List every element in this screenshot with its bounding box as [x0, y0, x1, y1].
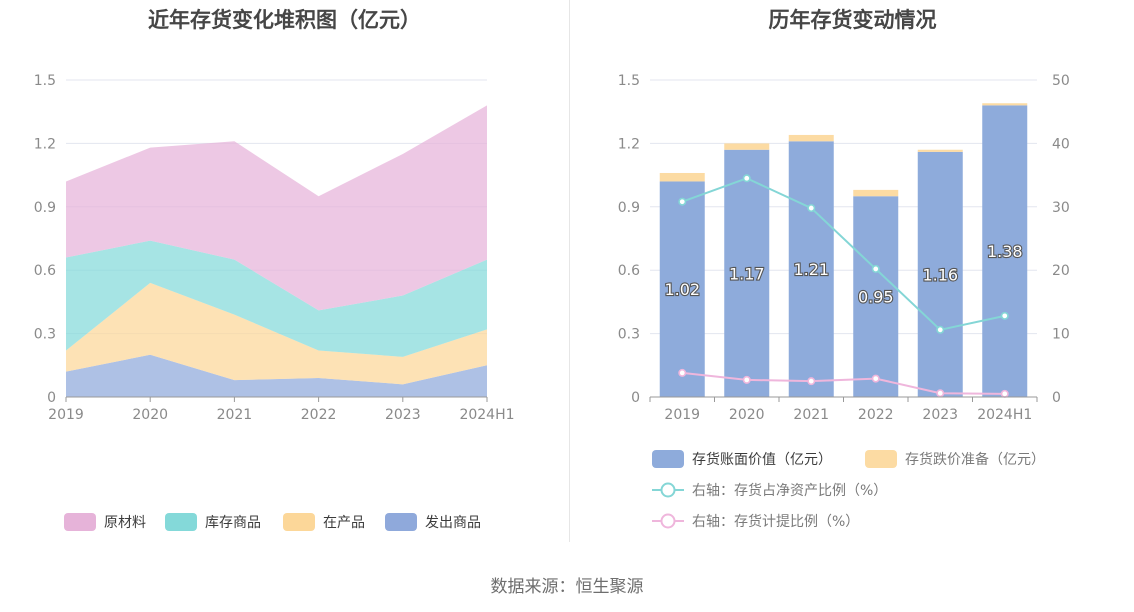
bar-provision	[659, 172, 705, 182]
bar-line-chart: 0 0.3 0.6 0.9 1.2 1.5 0 10 20 30 40 50 1.02 1.17 1.21 0…	[618, 73, 1070, 530]
legend-label: 发出商品	[425, 515, 481, 531]
bar-book-value	[853, 196, 899, 397]
legend-swatch	[385, 513, 417, 531]
legend-marker-icon	[660, 513, 676, 529]
right-chart-panel: 历年存货变动情况 0 0.3 0.6 0.9 1.2 1.5 0 10 20 30 40 50 1.02…	[571, 0, 1134, 560]
y-tick-label: 1.2	[34, 136, 56, 152]
line-point	[678, 197, 687, 206]
x-tick-label: 2021	[793, 407, 829, 423]
legend-marker-icon	[660, 482, 676, 498]
right-chart-title: 历年存货变动情况	[768, 8, 937, 32]
y2-tick-label: 0	[1052, 390, 1061, 406]
left-chart-title: 近年存货变化堆积图（亿元）	[148, 8, 421, 32]
bar-provision	[788, 134, 834, 142]
bar-provision	[853, 189, 899, 197]
bar-data-label: 1.16	[922, 265, 958, 284]
legend-label: 右轴：存货计提比例（%）	[692, 513, 859, 530]
y-tick-label: 1.5	[618, 73, 640, 89]
legend-label: 存货账面价值（亿元）	[692, 451, 832, 468]
bar-data-label: 1.17	[729, 264, 765, 283]
bar-book-value	[788, 141, 834, 397]
legend-label: 在产品	[323, 515, 365, 531]
x-tick-label: 2023	[385, 407, 421, 423]
stacked-area-chart: 0 0.3 0.6 0.9 1.2 1.5 2019 2020 2021 2022 2023 2024…	[34, 73, 515, 531]
line-series-0	[681, 177, 1005, 331]
x-tick-label: 2022	[858, 407, 894, 423]
legend-swatch	[652, 450, 684, 468]
bar-book-value	[659, 181, 705, 397]
y-tick-label: 0.9	[34, 200, 56, 216]
y-tick-label: 0	[631, 390, 640, 406]
legend-label: 原材料	[104, 515, 146, 531]
line-point	[742, 375, 751, 384]
line-point	[936, 389, 945, 398]
line-point	[871, 264, 880, 273]
bar-data-label: 1.21	[793, 260, 829, 279]
x-tick-label: 2024H1	[459, 407, 514, 423]
bar-provision	[724, 143, 770, 150]
panel-divider	[569, 0, 570, 542]
area-series-2	[66, 240, 487, 357]
left-chart-panel: 近年存货变化堆积图（亿元） 0 0.3 0.6 0.9 1.2 1.5 2019 2020 20…	[0, 0, 569, 560]
y-tick-label: 1.5	[34, 73, 56, 89]
y2-tick-label: 50	[1052, 73, 1070, 89]
line-point	[807, 204, 816, 213]
x-tick-label: 2019	[664, 407, 700, 423]
y-tick-label: 0.6	[34, 263, 56, 279]
y2-tick-label: 10	[1052, 327, 1070, 343]
bar-book-value	[724, 149, 770, 397]
line-point	[807, 377, 816, 386]
x-tick-label: 2019	[48, 407, 84, 423]
y-tick-label: 1.2	[618, 136, 640, 152]
y-tick-label: 0.3	[618, 327, 640, 343]
line-point	[678, 368, 687, 377]
y-tick-label: 0	[47, 390, 56, 406]
bar-data-label: 1.02	[664, 280, 700, 299]
line-point	[1000, 389, 1009, 398]
bar-provision	[982, 103, 1028, 106]
legend-label: 存货跌价准备（亿元）	[905, 451, 1045, 468]
y-tick-label: 0.6	[618, 263, 640, 279]
line-point	[742, 174, 751, 183]
bar-data-label: 0.95	[858, 288, 894, 307]
legend-swatch	[283, 513, 315, 531]
x-tick-label: 2020	[729, 407, 765, 423]
legend-label: 库存商品	[205, 515, 261, 531]
bar-book-value	[917, 151, 963, 397]
line-point	[871, 374, 880, 383]
y2-tick-label: 30	[1052, 200, 1070, 216]
x-tick-label: 2021	[217, 407, 253, 423]
y2-tick-label: 40	[1052, 136, 1070, 152]
y2-tick-label: 20	[1052, 263, 1070, 279]
line-series-1	[682, 371, 1005, 395]
line-point	[1000, 311, 1009, 320]
y-tick-label: 0.3	[34, 327, 56, 343]
legend-swatch	[865, 450, 897, 468]
x-tick-label: 2020	[132, 407, 168, 423]
bar-provision	[917, 149, 963, 152]
legend-label: 右轴：存货占净资产比例（%）	[692, 482, 887, 499]
bar-book-value	[982, 105, 1028, 398]
area-series-1	[66, 282, 487, 385]
legend-swatch	[64, 513, 96, 531]
line-point	[936, 325, 945, 334]
area-series-3	[66, 105, 487, 311]
data-source-footer: 数据来源：恒生聚源	[490, 577, 644, 597]
x-tick-label: 2022	[301, 407, 337, 423]
bar-data-label: 1.38	[987, 242, 1023, 261]
y-tick-label: 0.9	[618, 200, 640, 216]
area-series-0	[66, 354, 487, 397]
x-tick-label: 2024H1	[977, 407, 1032, 423]
x-tick-label: 2023	[922, 407, 958, 423]
legend-swatch	[165, 513, 197, 531]
